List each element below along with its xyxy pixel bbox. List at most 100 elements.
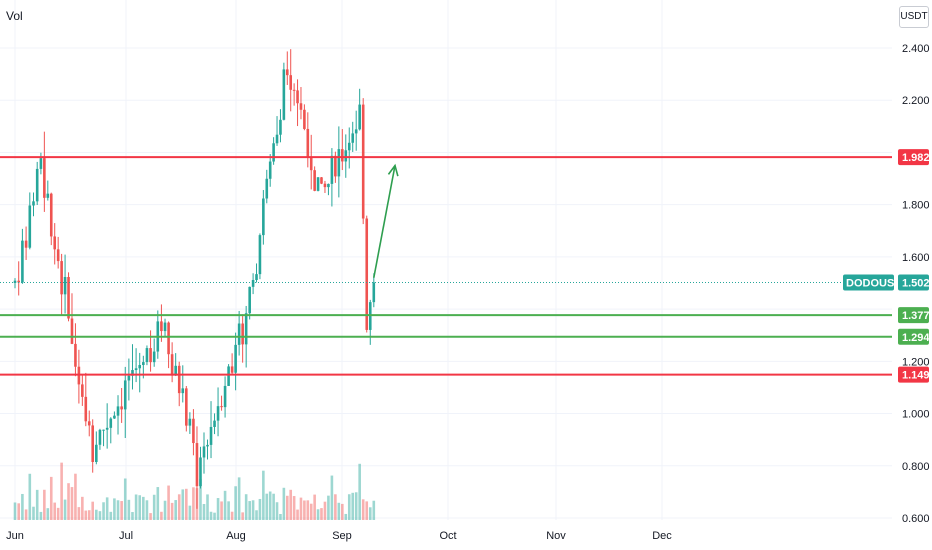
- volume-bar: [98, 511, 102, 520]
- volume-bar: [323, 501, 327, 520]
- level-price-tag: [898, 366, 929, 383]
- volume-bar: [43, 489, 46, 520]
- candle-body: [87, 421, 91, 426]
- volume-bar: [368, 507, 372, 520]
- price-tick-label: 1.200: [902, 356, 930, 368]
- candle-body: [303, 109, 306, 129]
- candle-body: [296, 90, 299, 104]
- level-price-label: 1.149: [902, 370, 930, 382]
- candle-body: [292, 89, 296, 91]
- volume-bar: [320, 508, 323, 520]
- price-tick-label: 1.800: [902, 200, 930, 212]
- volume-bar: [268, 491, 272, 520]
- volume-bar: [330, 475, 334, 520]
- price-tick-label: 2.200: [902, 95, 930, 107]
- candle-body: [209, 426, 213, 445]
- candle-body: [127, 375, 131, 381]
- volume-bar: [234, 486, 237, 520]
- candle-body: [152, 351, 156, 363]
- candle-body: [142, 362, 145, 366]
- candle-body: [330, 155, 334, 184]
- volume-bar: [53, 502, 57, 520]
- volume-bar: [142, 496, 145, 520]
- candle-body: [255, 274, 258, 281]
- volume-bar: [149, 513, 152, 520]
- volume-bar: [206, 494, 209, 520]
- time-axis[interactable]: Jun Jul Aug Sep Oct Nov Dec: [6, 530, 672, 542]
- volume-bar: [63, 499, 67, 520]
- volume-bar: [170, 502, 174, 520]
- volume-bar: [351, 492, 355, 520]
- candle-body: [81, 384, 84, 397]
- volume-bar: [365, 501, 369, 520]
- candle-body: [251, 280, 255, 287]
- volume-bar: [84, 510, 88, 520]
- level-price-label: 1.294: [902, 332, 930, 344]
- candle-body: [265, 178, 269, 199]
- volume-bar: [39, 511, 43, 520]
- time-tick-label: Jun: [6, 530, 24, 542]
- volume-bar: [113, 498, 116, 520]
- volume-bar: [192, 487, 195, 520]
- volume-bar: [275, 502, 279, 520]
- level-price-tag: [898, 307, 929, 324]
- candle-body: [53, 236, 57, 250]
- candle-body: [70, 318, 74, 344]
- candle-body: [341, 149, 344, 162]
- candle-body: [170, 354, 174, 376]
- candle-body: [39, 158, 43, 169]
- candle-body: [192, 418, 195, 444]
- candle-body: [46, 193, 50, 198]
- volume-bar: [244, 494, 248, 520]
- volume-bar: [220, 501, 223, 520]
- price-tick-label: 1.000: [902, 409, 930, 421]
- level-lines[interactable]: [0, 156, 892, 376]
- volume-bar: [188, 505, 192, 520]
- volume-bar: [127, 499, 131, 520]
- price-axis[interactable]: 2.400 2.200 1.800 1.600 1.200 1.000 0.800 0.600…: [843, 43, 930, 525]
- candle-body: [199, 457, 202, 487]
- candle-body: [262, 198, 265, 236]
- candle-body: [181, 388, 185, 394]
- volume-bar: [185, 488, 188, 520]
- level-price-label: 1.982: [902, 152, 930, 164]
- volume-bar: [216, 498, 220, 520]
- candle-body: [138, 365, 142, 369]
- arrow-shaft: [373, 165, 396, 278]
- candle-body: [275, 134, 279, 144]
- candle-body: [102, 429, 105, 431]
- volume-bar: [306, 500, 310, 520]
- volume-bar: [227, 501, 230, 520]
- candle-body: [216, 406, 220, 421]
- volume-bar: [354, 492, 358, 520]
- candle-body: [116, 406, 120, 416]
- time-tick-label: Jul: [119, 530, 133, 542]
- candle-body: [220, 406, 223, 408]
- candle-body: [43, 158, 46, 198]
- volume-bar: [28, 473, 32, 520]
- volume-bar: [120, 501, 123, 520]
- level-price-label: 1.377: [902, 310, 930, 322]
- currency-unit-button[interactable]: USDT: [899, 6, 929, 28]
- volume-bar: [230, 511, 234, 520]
- volume-bar: [77, 507, 81, 520]
- candle-body: [244, 313, 248, 345]
- candle-body: [272, 143, 275, 162]
- volume-bar: [223, 490, 227, 520]
- candle-body: [188, 418, 192, 426]
- candle-body: [17, 280, 20, 283]
- volume-bar: [282, 487, 286, 520]
- projection-arrow[interactable]: [373, 163, 399, 278]
- volume-bar: [296, 509, 299, 520]
- price-tick-label: 1.600: [902, 252, 930, 264]
- candle-body: [123, 380, 127, 410]
- volume-bar: [116, 500, 120, 520]
- volume-bar: [49, 476, 53, 520]
- arrow-head: [387, 163, 399, 177]
- volume-bar: [292, 496, 296, 520]
- candle-body: [160, 321, 163, 332]
- volume-bar: [213, 512, 216, 520]
- volume-bar: [56, 507, 60, 520]
- candle-body: [195, 443, 199, 487]
